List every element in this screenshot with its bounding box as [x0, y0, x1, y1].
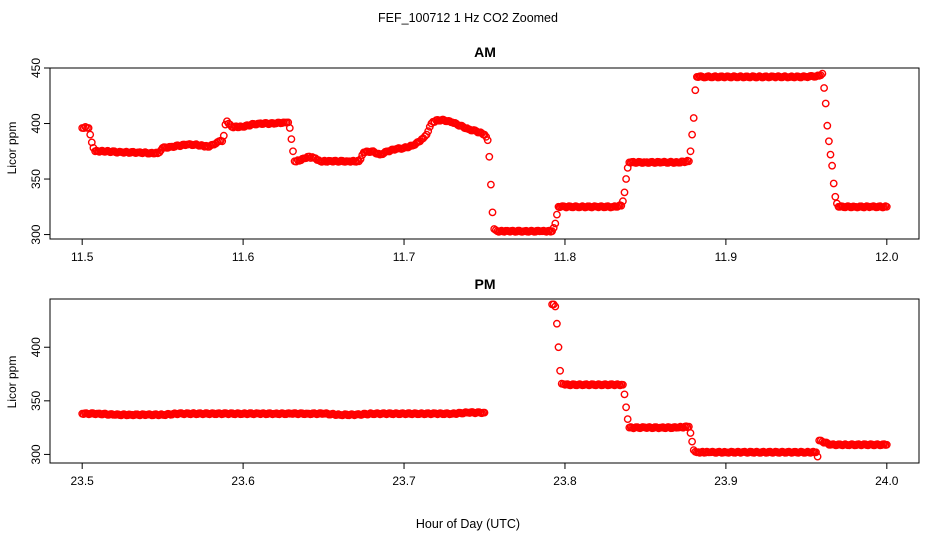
am-data-point [488, 208, 497, 217]
pm-data-point [480, 408, 489, 417]
pm-data-point [554, 343, 563, 352]
pm-y-tick-label: 350 [29, 390, 43, 410]
am-data-point [549, 223, 558, 232]
am-data-point [79, 124, 88, 133]
am-data-point [831, 192, 840, 201]
am-data-point [826, 150, 835, 159]
pm-panel: PM Licor ppm 23.5 23.6 23.7 23.8 23.9 24.0 30… [5, 276, 920, 488]
figure-title: FEF_100712 1 Hz CO2 Zoomed [378, 11, 558, 25]
pm-y-tick-label: 400 [29, 337, 43, 357]
am-data-point [823, 121, 832, 130]
am-x-tick-label: 11.9 [715, 250, 738, 264]
pm-x-tick-label: 23.8 [553, 474, 577, 488]
pm-x-tick-label: 23.6 [231, 474, 255, 488]
am-data-point [619, 197, 627, 206]
am-data-point [821, 99, 830, 108]
pm-data-point [619, 380, 627, 389]
pm-data-point [620, 390, 629, 399]
am-data-point [620, 188, 629, 197]
am-data-point [285, 124, 294, 132]
am-data-point [825, 137, 833, 146]
pm-data-points [78, 300, 891, 461]
am-data-point [820, 84, 828, 92]
am-panel: AM Licor ppm 11.5 11.6 11.7 11.8 11.9 12.0 30… [5, 44, 920, 264]
am-y-tick-label: 350 [29, 169, 43, 189]
am-y-tick-label: 300 [29, 224, 43, 244]
pm-x-tick-label: 23.7 [392, 474, 416, 488]
am-data-point [424, 127, 433, 136]
pm-data-point [623, 415, 632, 423]
am-x-axis: 11.5 11.6 11.7 11.8 11.9 12.0 [71, 239, 899, 264]
am-data-point [691, 86, 700, 95]
am-x-tick-label: 11.7 [393, 250, 416, 264]
pm-data-point [813, 452, 822, 461]
pm-data-point [882, 440, 891, 449]
am-data-point [816, 71, 825, 80]
pm-data-point [686, 429, 695, 437]
am-data-point [289, 147, 297, 156]
pm-panel-title: PM [475, 276, 496, 292]
am-data-point [689, 114, 698, 122]
am-data-point [682, 157, 690, 166]
am-data-point [551, 219, 560, 228]
am-x-tick-label: 11.8 [554, 250, 577, 264]
am-data-point [686, 147, 695, 156]
pm-x-tick-label: 24.0 [875, 474, 899, 488]
pm-data-point [701, 448, 710, 457]
am-panel-title: AM [474, 44, 496, 60]
am-data-point [617, 201, 626, 210]
am-data-point [553, 210, 561, 219]
pm-data-point [812, 448, 820, 457]
pm-y-axis: 300 350 400 [29, 337, 50, 464]
am-y-axis-label: Licor ppm [5, 122, 19, 175]
am-x-tick-label: 12.0 [875, 250, 899, 264]
am-data-point [882, 202, 891, 211]
am-y-axis: 300 350 400 450 [29, 58, 50, 245]
pm-y-axis-label: Licor ppm [5, 356, 19, 409]
pm-y-tick-label: 300 [29, 444, 43, 464]
am-data-point [622, 175, 630, 183]
am-data-point [685, 157, 693, 166]
am-data-point [356, 155, 365, 164]
am-data-point [287, 135, 296, 144]
pm-x-tick-label: 23.5 [71, 474, 95, 488]
pm-plot-frame [49, 298, 920, 464]
am-x-tick-label: 11.5 [71, 250, 94, 264]
am-data-point [219, 131, 228, 140]
am-data-point [829, 179, 838, 188]
am-data-points [78, 69, 891, 236]
am-data-point [86, 130, 95, 139]
am-data-point [485, 152, 494, 161]
am-data-point [818, 69, 827, 78]
am-data-point [486, 180, 495, 189]
x-axis-label: Hour of Day (UTC) [416, 517, 520, 531]
pm-x-tick-label: 23.9 [714, 474, 738, 488]
am-y-tick-label: 400 [29, 113, 43, 133]
am-y-tick-label: 450 [29, 58, 43, 78]
am-data-point [828, 161, 836, 170]
am-plot-frame [49, 67, 920, 240]
am-x-tick-label: 11.6 [232, 250, 255, 264]
pm-data-point [553, 319, 561, 328]
pm-data-point [622, 403, 630, 412]
pm-data-point [556, 366, 564, 375]
pm-data-point [688, 437, 696, 446]
am-data-point [292, 157, 301, 166]
am-data-point [688, 130, 696, 139]
am-data-point [483, 136, 492, 145]
pm-data-point [551, 302, 560, 311]
pm-x-axis: 23.5 23.6 23.7 23.8 23.9 24.0 [71, 463, 899, 488]
